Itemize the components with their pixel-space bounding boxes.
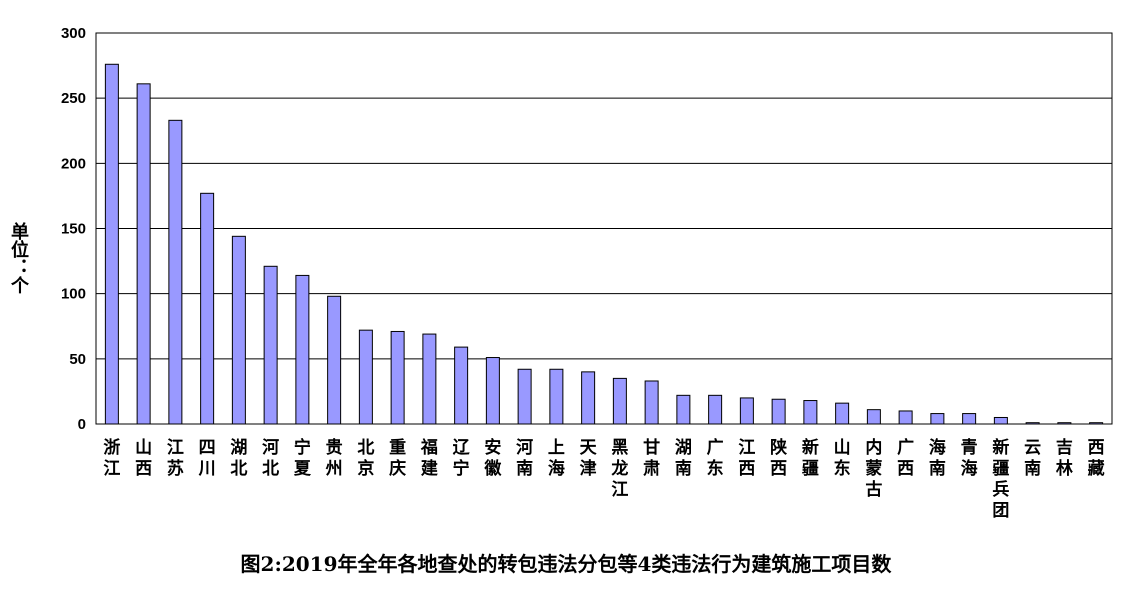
x-tick-label: 安徽 [483, 437, 502, 479]
x-tick-label: 河北 [262, 438, 279, 479]
bar [930, 413, 945, 425]
x-tick-label: 吉林 [1056, 438, 1073, 479]
x-tick-label: 贵州 [325, 437, 343, 479]
x-tick-label: 湖北 [230, 438, 247, 479]
x-tick-label: 山西 [135, 438, 152, 479]
bar [358, 329, 373, 425]
x-tick-label: 山东 [834, 438, 851, 479]
bars [104, 63, 1104, 425]
bar [136, 83, 151, 425]
bar [327, 295, 342, 425]
bar [644, 380, 659, 425]
y-axis-label: 单位：个 [8, 222, 29, 294]
x-tick-label: 福建 [420, 437, 438, 479]
x-tick-label: 西藏 [1088, 438, 1105, 479]
x-tick-label: 黑龙江 [610, 438, 628, 500]
bar [200, 192, 215, 425]
y-tick-labels: 0 50 100 150 200 250 300 [61, 25, 86, 433]
x-tick-label: 重庆 [389, 437, 406, 479]
x-tick-label: 海南 [929, 437, 946, 479]
x-tick-label: 辽宁 [453, 438, 471, 479]
bar [581, 371, 596, 425]
plot-area-border [95, 32, 1113, 425]
x-tick-label: 青海 [961, 437, 978, 479]
bar [231, 235, 246, 425]
bar [517, 368, 532, 425]
x-tick-label: 内蒙古 [865, 437, 882, 500]
bar [263, 265, 278, 425]
x-tick-label: 江西 [738, 438, 755, 479]
x-tick-label: 广西 [897, 437, 914, 479]
x-tick-label: 江苏 [167, 438, 184, 479]
bar [993, 416, 1008, 425]
bar [962, 413, 977, 425]
gridlines [96, 32, 1112, 360]
bar [168, 119, 183, 425]
x-tick-label: 上海 [548, 438, 565, 479]
x-tick-labels: 浙江山西江苏四川湖北河北宁夏贵州北京重庆福建辽宁安徽河南上海天津黑龙江甘肃湖南广… [103, 437, 1104, 521]
bar [739, 397, 754, 425]
x-tick-label: 天津 [580, 438, 598, 479]
bar [708, 394, 723, 425]
y-tick-label: 50 [69, 351, 86, 368]
chart-title: 图2:2019年全年各地查处的转包违法分包等4类违法行为建筑施工项目数 [240, 552, 892, 576]
bar [454, 346, 469, 425]
y-tick-label: 150 [61, 221, 86, 238]
bar [771, 398, 786, 425]
bar [485, 357, 500, 425]
x-tick-label: 新疆兵团 [992, 437, 1009, 521]
x-tick-label: 河南 [516, 438, 533, 479]
x-tick-label: 宁夏 [294, 437, 312, 479]
bar [835, 402, 850, 425]
x-tick-label: 陕西 [770, 437, 787, 479]
x-tick-label: 甘肃 [643, 437, 660, 479]
bar [422, 333, 437, 425]
bar [676, 394, 691, 425]
y-tick-label: 250 [61, 90, 86, 107]
bar [295, 274, 310, 425]
y-tick-label: 200 [61, 155, 86, 172]
y-tick-label: 300 [61, 25, 86, 42]
x-tick-label: 四川 [198, 438, 216, 479]
bar [898, 410, 913, 425]
x-tick-label: 浙江 [103, 437, 120, 479]
bar [612, 377, 627, 425]
bar [390, 330, 405, 425]
x-tick-label: 云南 [1024, 438, 1041, 479]
bar [104, 63, 119, 425]
bar [866, 409, 881, 425]
x-tick-label: 广东 [707, 437, 724, 479]
y-tick-label: 100 [61, 286, 86, 303]
bar [549, 368, 564, 425]
x-tick-label: 湖南 [675, 438, 692, 479]
y-tick-label: 0 [78, 416, 86, 433]
x-tick-label: 北京 [357, 438, 374, 479]
x-tick-label: 新疆 [802, 437, 819, 479]
bar [803, 400, 818, 425]
